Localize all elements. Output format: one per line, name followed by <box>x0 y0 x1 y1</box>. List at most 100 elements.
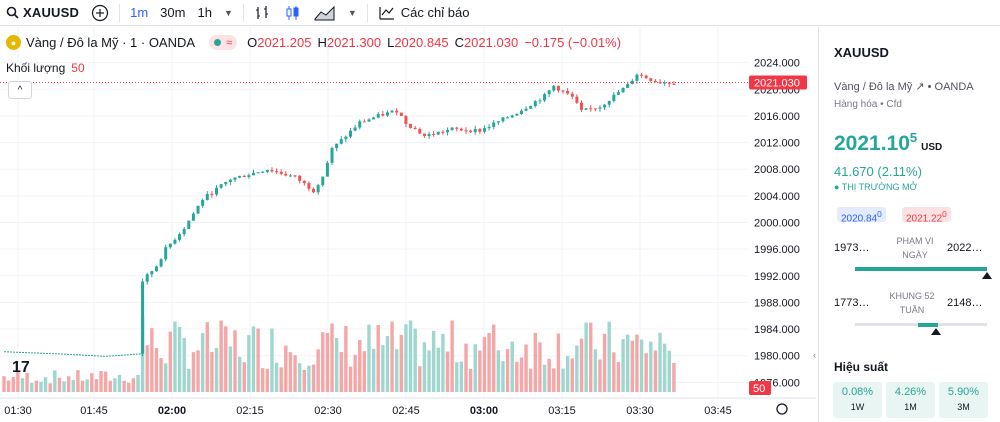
candle-body <box>279 171 283 174</box>
collapse-legend-button[interactable]: ^ <box>8 81 32 99</box>
volume-bar <box>307 365 311 392</box>
candle-body <box>215 187 219 195</box>
candle-body <box>630 80 634 85</box>
volume-bar <box>552 368 556 392</box>
candle-body <box>598 107 602 109</box>
day-range-label-2: NGÀY <box>902 250 928 260</box>
candle-body <box>353 127 357 131</box>
volume-bar <box>168 331 173 392</box>
timeframe-1m[interactable]: 1m <box>130 5 149 20</box>
volume-title: Khối lượng <box>6 61 66 75</box>
candle-body <box>524 108 528 111</box>
candle-body <box>603 104 607 108</box>
candle-body <box>441 131 445 133</box>
volume-bar <box>639 339 644 392</box>
candle-body <box>145 274 149 282</box>
change-value: −0.175 (−0.01%) <box>524 35 622 50</box>
candle-body <box>390 110 394 113</box>
volume-bar <box>103 371 108 392</box>
high-key: H <box>317 35 327 50</box>
volume-bar <box>445 351 450 392</box>
price-tick-label: 2008.000 <box>754 164 800 176</box>
indicators-button[interactable]: Các chỉ báo <box>372 0 476 26</box>
volume-bar <box>579 338 584 392</box>
volume-bar <box>344 325 348 392</box>
perf-label: 1W <box>850 402 865 412</box>
candle-body <box>376 114 380 118</box>
volume-bar <box>575 345 579 392</box>
timeframe-dropdown[interactable]: ▼ <box>218 0 239 26</box>
perf-1m[interactable]: 4.26% 1M <box>886 382 935 418</box>
series-legend: ● Vàng / Đô la Mỹ · 1 · OANDA ≈ O 2021.20… <box>6 35 627 50</box>
candle-body <box>349 130 352 137</box>
candle-body <box>413 127 417 129</box>
volume-bar <box>533 332 537 392</box>
candle-body <box>330 148 334 163</box>
volume-bar <box>496 350 501 392</box>
candle-body <box>219 184 223 188</box>
compare-button[interactable] <box>85 0 115 26</box>
volume-bar <box>154 348 159 392</box>
settings-gear-icon[interactable] <box>776 403 788 415</box>
volume-bar <box>242 362 246 392</box>
perf-3m[interactable]: 5.90% 3M <box>939 382 988 418</box>
52wk-range-label: KHUNG 52 TUẦN <box>882 289 942 317</box>
volume-bar <box>20 378 25 392</box>
market-status-pill[interactable]: ≈ <box>209 35 238 50</box>
volume-bar <box>330 323 334 392</box>
volume-bar <box>339 352 343 392</box>
bar-style-dropdown[interactable]: ▼ <box>342 0 363 26</box>
candle-body <box>663 82 667 84</box>
candle-body <box>367 119 371 122</box>
volume-bar <box>279 367 283 392</box>
open-key: O <box>247 35 258 50</box>
pre-session-line <box>3 351 143 357</box>
volume-bar <box>353 354 357 392</box>
candle-body <box>205 194 209 200</box>
time-tick-label: 01:30 <box>4 405 32 417</box>
candle-body <box>256 172 260 174</box>
candle-body <box>667 82 671 84</box>
panel-resize-handle[interactable]: ‹ <box>813 350 816 360</box>
volume-bar <box>515 361 519 392</box>
time-tick-label: 02:15 <box>236 405 264 417</box>
symbol-label: XAUUSD <box>23 5 80 20</box>
timeframe-30m[interactable]: 30m <box>160 5 186 20</box>
volume-bar <box>667 350 671 392</box>
volume-bar <box>284 345 288 392</box>
bar-style-bars-button[interactable] <box>248 0 278 26</box>
bar-style-area-button[interactable] <box>308 0 342 26</box>
volume-bar <box>122 380 126 392</box>
day-range-high: 2022… <box>947 242 983 254</box>
volume-bar <box>441 333 445 392</box>
low-value: 2020.845 <box>394 35 449 50</box>
perf-1w[interactable]: 0.08% 1W <box>833 382 882 418</box>
bar-style-candles-button[interactable] <box>278 0 308 26</box>
candle-body <box>201 199 205 206</box>
candle-body <box>593 108 597 110</box>
candle-body <box>649 78 653 82</box>
candle-body <box>473 129 477 133</box>
volume-bar <box>570 358 574 392</box>
low-key: L <box>387 35 395 50</box>
symbol-search[interactable]: XAUUSD <box>0 0 85 26</box>
candle-body <box>228 179 232 183</box>
candle-body <box>251 172 255 176</box>
candle-body <box>178 234 182 240</box>
candle-body <box>584 108 588 110</box>
volume-bar <box>325 333 330 392</box>
series-title: Vàng / Đô la Mỹ · 1 · OANDA <box>26 35 196 50</box>
day-range-fill <box>855 267 987 271</box>
symbol-details-panel: XAUUSD Vàng / Đô la Mỹ ↗ • OANDA Hàng hó… <box>818 27 1000 422</box>
timeframe-1h[interactable]: 1h <box>197 5 212 20</box>
price-chart[interactable]: 2024.0002020.0002016.0002012.0002008.000… <box>0 27 816 422</box>
volume-bar <box>519 357 524 392</box>
candle-body <box>233 177 237 180</box>
volume-bar <box>256 328 260 392</box>
perf-value: 5.90% <box>947 386 980 398</box>
volume-bar <box>219 320 223 392</box>
volume-bar <box>505 349 510 392</box>
external-link-icon[interactable]: ↗ <box>915 81 925 93</box>
day-range-low: 1973… <box>834 242 870 254</box>
chart-pane[interactable]: 2024.000 2020.000 2016.000 2012.000 2008.000… <box>0 27 816 422</box>
